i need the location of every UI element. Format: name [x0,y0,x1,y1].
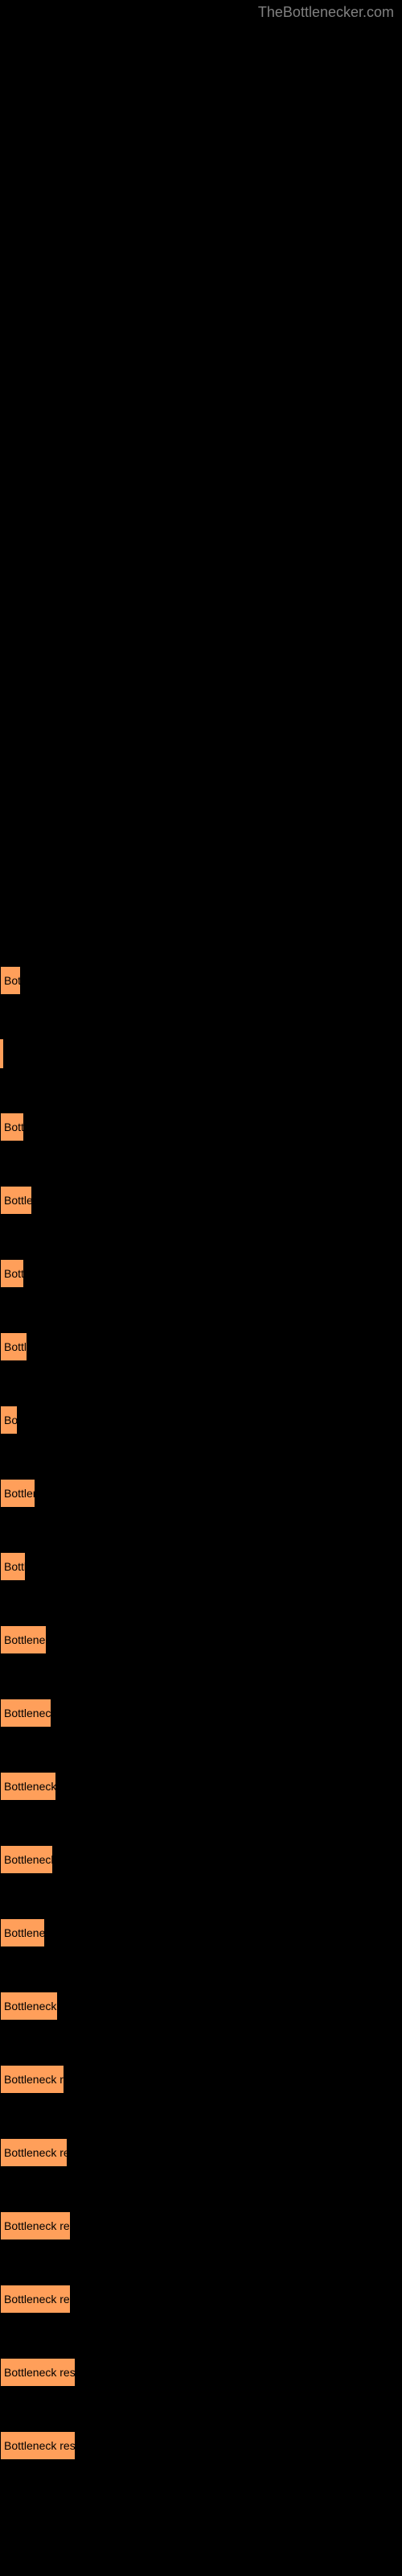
bar-row: Bottleneck [0,1479,402,1508]
chart-bar: Bottleneck result [0,2431,76,2460]
bar-row: Bottleneck resul [0,1845,402,1874]
watermark-text: TheBottlenecker.com [258,4,394,21]
bar-row: Bott [0,966,402,995]
chart-bar: Bottleneck res [0,1625,47,1654]
chart-bar: Bottleneck result [0,2065,64,2094]
chart-bar: Bottleneck result [0,1772,56,1801]
bar-row: Bottle [0,1259,402,1288]
chart-bar: Bottlenec [0,1186,32,1215]
bar-row: Bottlen [0,1332,402,1361]
bar-row: Bottleneck result [0,2138,402,2167]
bar-row: Bottleneck resu [0,1699,402,1728]
chart-bar: Bottleneck result [0,2285,71,2314]
chart-bar: Bottleneck result [0,2358,76,2387]
chart-bar: Bot [0,1406,18,1435]
bar-row: Bottlenec [0,1186,402,1215]
bar-row: Bottleneck result [0,2065,402,2094]
bar-row: Bottler [0,1552,402,1581]
bar-row: Bottleneck result [0,1772,402,1801]
chart-bar: Bottler [0,1552,26,1581]
chart-bar: Bottleneck result [0,2211,71,2240]
chart-bar: Bottleneck resu [0,1699,51,1728]
chart-bar: Bottleneck result [0,2138,68,2167]
bar-row: Bottle [0,1113,402,1141]
chart-bar [0,1039,3,1068]
bar-chart: Bott Bottle Bottlenec Bottle Bottlen Bot Bottl… [0,0,402,2537]
chart-bar: Bottle [0,1113,24,1141]
bar-row: Bottleneck result [0,2431,402,2460]
bar-row: Bottleneck res [0,1625,402,1654]
bar-row: Bottleneck result [0,2285,402,2314]
chart-bar: Bottleneck [0,1479,35,1508]
bar-row: Bottleneck result [0,1992,402,2021]
bar-row: Bot [0,1406,402,1435]
chart-bar: Bottleneck result [0,1992,58,2021]
chart-bar: Bott [0,966,21,995]
bar-row: Bottleneck result [0,2211,402,2240]
chart-bar: Bottleneck resul [0,1845,53,1874]
chart-bar: Bottle [0,1259,24,1288]
chart-bar: Bottlen [0,1332,27,1361]
bar-row: Bottleneck re [0,1918,402,1947]
bar-row: Bottleneck result [0,2358,402,2387]
chart-bar: Bottleneck re [0,1918,45,1947]
bar-row [0,1039,402,1068]
